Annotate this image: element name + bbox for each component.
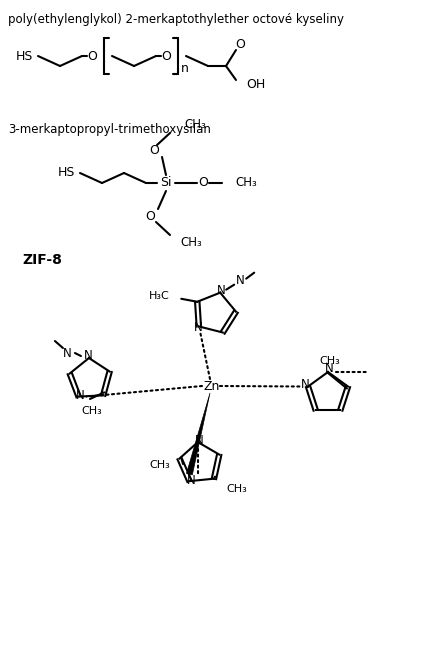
Text: 3-merkaptopropyl-trimethoxysilan: 3-merkaptopropyl-trimethoxysilan xyxy=(8,123,211,136)
Text: N: N xyxy=(194,434,203,447)
Text: O: O xyxy=(149,143,159,156)
Text: N: N xyxy=(187,474,196,487)
Text: CH₃: CH₃ xyxy=(319,356,340,366)
Text: O: O xyxy=(198,176,208,189)
Text: O: O xyxy=(145,210,155,223)
Text: HS: HS xyxy=(58,167,75,180)
Text: N: N xyxy=(83,348,92,361)
Text: Zn: Zn xyxy=(204,380,220,393)
Text: O: O xyxy=(235,38,245,51)
Text: Si: Si xyxy=(160,176,172,189)
Text: N: N xyxy=(194,321,202,334)
Text: CH₃: CH₃ xyxy=(235,176,257,189)
Text: O: O xyxy=(87,49,97,62)
Text: CH₃: CH₃ xyxy=(226,484,247,494)
Text: CH₃: CH₃ xyxy=(180,236,202,249)
Text: O: O xyxy=(161,49,171,62)
Text: N: N xyxy=(76,389,85,402)
Text: OH: OH xyxy=(246,77,265,90)
Text: N: N xyxy=(301,378,309,391)
Text: N: N xyxy=(236,274,245,287)
Text: ZIF-8: ZIF-8 xyxy=(22,253,62,267)
Text: n: n xyxy=(181,62,189,76)
Text: H₃C: H₃C xyxy=(149,291,169,301)
Polygon shape xyxy=(187,393,210,475)
Text: N: N xyxy=(217,284,225,297)
Text: CH₃: CH₃ xyxy=(149,460,170,470)
Text: N: N xyxy=(325,363,333,376)
Text: N: N xyxy=(62,346,71,359)
Text: CH₃: CH₃ xyxy=(82,406,102,416)
Text: poly(ethylenglykol) 2-merkaptothylether octové kyseliny: poly(ethylenglykol) 2-merkaptothylether … xyxy=(8,13,344,26)
Text: CH₃: CH₃ xyxy=(184,118,206,132)
Text: HS: HS xyxy=(16,49,33,62)
